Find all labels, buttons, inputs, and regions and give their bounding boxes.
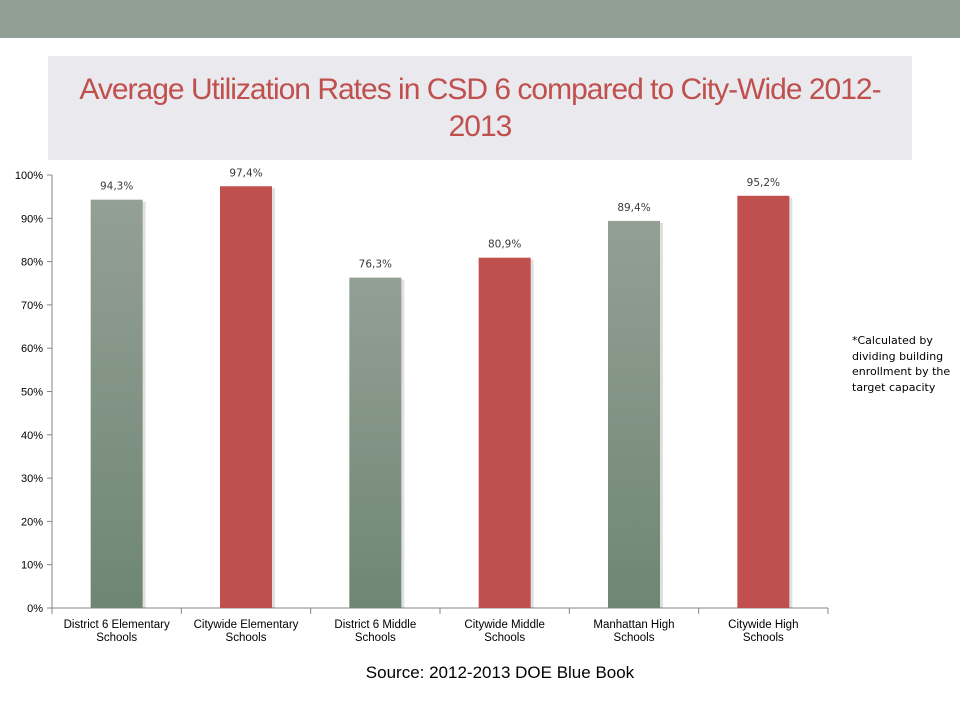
data-label: 80,9%: [488, 239, 521, 251]
x-category-label: Citywide Elementary: [194, 619, 299, 631]
bar: [349, 277, 402, 608]
bar: [478, 257, 531, 608]
x-category-label: Schools: [355, 632, 396, 644]
title-box: Average Utilization Rates in CSD 6 compa…: [48, 56, 912, 160]
y-tick-label: 40%: [21, 430, 43, 442]
data-label: 76,3%: [359, 259, 392, 271]
x-category-label: Schools: [226, 632, 267, 644]
data-label: 95,2%: [747, 177, 780, 189]
utilization-bar-chart: 0% 10% 20% 30% 40% 50% 60% 70% 80% 90% 100% 94,3% D…: [15, 167, 829, 644]
y-tick-label: 70%: [21, 300, 43, 312]
top-band: [0, 0, 960, 38]
x-category-label: Schools: [96, 632, 137, 644]
y-tick-label: 60%: [21, 343, 43, 355]
source-citation: Source: 2012-2013 DOE Blue Book: [365, 663, 635, 682]
x-category-label: Manhattan High: [593, 619, 674, 631]
x-category-label: Citywide Middle: [464, 619, 545, 631]
data-label: 89,4%: [617, 202, 650, 214]
data-label: 97,4%: [229, 167, 262, 179]
y-tick-label: 10%: [21, 560, 43, 572]
y-tick-label: 0%: [27, 603, 43, 615]
y-tick-label: 20%: [21, 516, 43, 528]
bar: [737, 195, 790, 608]
y-tick-label: 100%: [15, 170, 43, 182]
x-category-label: District 6 Middle: [334, 619, 416, 631]
y-tick-label: 90%: [21, 213, 43, 225]
x-category-label: Schools: [484, 632, 525, 644]
bar: [608, 220, 660, 608]
slide-title: Average Utilization Rates in CSD 6 compa…: [79, 73, 881, 143]
x-category-label: Citywide High: [728, 619, 798, 631]
y-tick-label: 80%: [21, 257, 43, 269]
x-category-label: Schools: [743, 632, 784, 644]
x-category-label: Schools: [614, 632, 655, 644]
bar: [220, 186, 272, 608]
y-tick-label: 30%: [21, 473, 43, 485]
bar: [90, 199, 143, 608]
data-label: 94,3%: [100, 181, 133, 193]
x-category-label: District 6 Elementary: [64, 619, 170, 631]
calculation-footnote: *Calculated by dividing building enrollm…: [852, 334, 951, 394]
y-tick-label: 50%: [21, 387, 43, 399]
